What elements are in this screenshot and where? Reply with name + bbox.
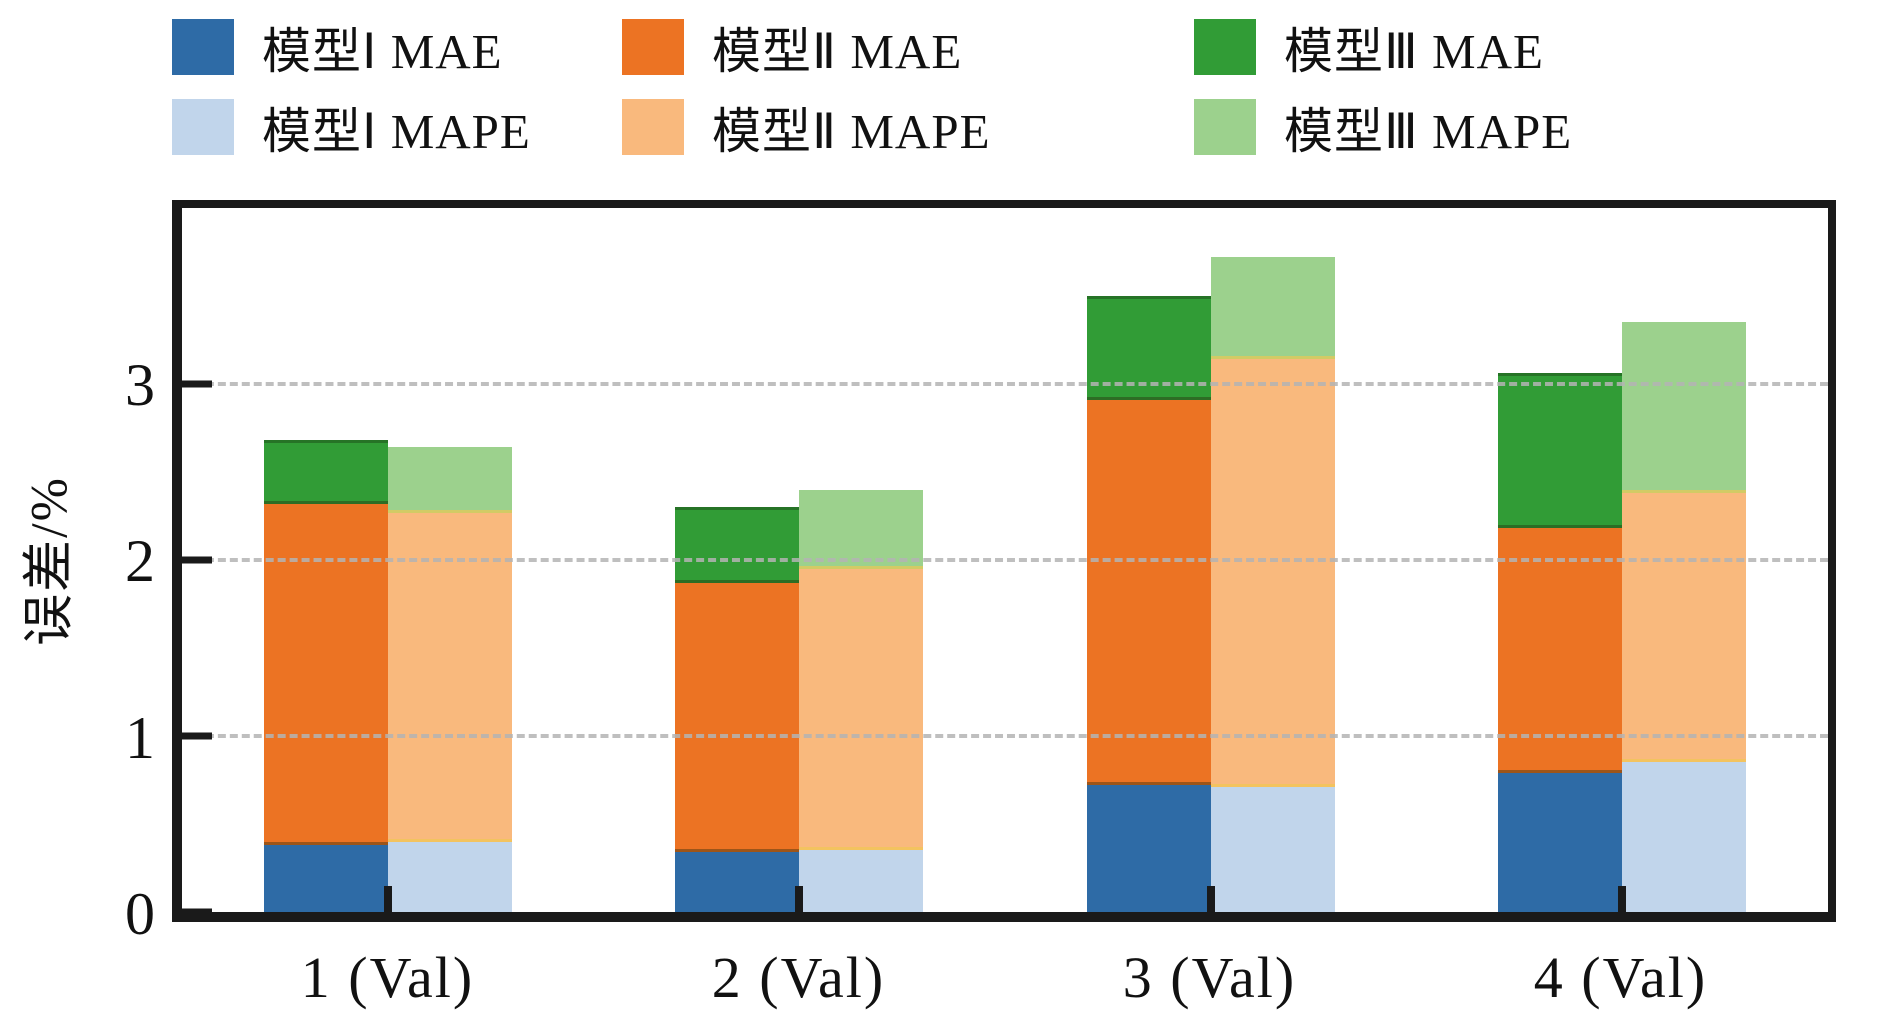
legend-label: 模型Ⅲ MAE: [1284, 23, 1544, 79]
legend-swatch-model2-mape-icon: [622, 99, 684, 155]
bar-mae-2: [675, 208, 800, 912]
x-tick-label-3: 3 (Val): [1122, 945, 1297, 1010]
bar-mape-3: [1210, 208, 1335, 912]
bar-segment: [1622, 322, 1747, 494]
legend-swatch-model3-mae-icon: [1194, 19, 1256, 75]
legend-label: 模型Ⅰ MAE: [262, 23, 503, 79]
bar-segment: [1210, 787, 1335, 912]
bar-group-4: [1417, 208, 1829, 912]
legend-item-model1-mae: 模型Ⅰ MAE: [172, 14, 622, 80]
x-tick-label-4: 4 (Val): [1533, 945, 1708, 1010]
legend-swatch-model1-mape-icon: [172, 99, 234, 155]
legend-label: 模型Ⅲ MAPE: [1284, 103, 1573, 159]
bar-segment: [1210, 359, 1335, 788]
legend-swatch-model2-mae-icon: [622, 19, 684, 75]
bar-group-2: [594, 208, 1006, 912]
bar-segment: [1086, 785, 1211, 912]
bar-group-3: [1005, 208, 1417, 912]
y-tick-0: [182, 908, 212, 916]
legend-swatch-model1-mae-icon: [172, 19, 234, 75]
legend-item-model1-mape: 模型Ⅰ MAPE: [172, 94, 622, 160]
x-tick-labels: 1 (Val) 2 (Val) 3 (Val) 4 (Val): [182, 944, 1826, 1020]
legend: 模型Ⅰ MAE 模型Ⅱ MAE 模型Ⅲ MAE 模型Ⅰ MAPE 模型Ⅱ MAP…: [172, 14, 1572, 160]
grid-line-y2: [182, 558, 1828, 562]
bar-segment: [799, 489, 924, 569]
legend-label: 模型Ⅰ MAPE: [262, 103, 531, 159]
bar-segment: [1622, 493, 1747, 763]
bar-segment: [1498, 772, 1623, 912]
bar-mape-1: [387, 208, 512, 912]
y-tick-2: [182, 556, 212, 564]
bar-segment: [799, 850, 924, 912]
x-tick-2: [795, 886, 804, 912]
x-tick-label-2: 2 (Val): [711, 945, 886, 1010]
legend-label: 模型Ⅱ MAPE: [712, 103, 991, 159]
bar-group-1: [182, 208, 594, 912]
bar-segment: [1210, 257, 1335, 360]
bar-segment: [675, 507, 800, 583]
x-tick-label-1: 1 (Val): [300, 945, 475, 1010]
bar-segment: [1498, 373, 1623, 529]
bar-segment: [675, 582, 800, 853]
bar-segment: [1086, 399, 1211, 786]
bar-segment: [387, 841, 512, 912]
x-tick-3: [1206, 886, 1215, 912]
bar-segment: [263, 845, 388, 912]
bar-mape-2: [799, 208, 924, 912]
bar-segment: [263, 503, 388, 846]
grid-line-y3: [182, 382, 1828, 386]
legend-label: 模型Ⅱ MAE: [712, 23, 963, 79]
legend-item-model3-mape: 模型Ⅲ MAPE: [1194, 94, 1572, 160]
legend-item-model2-mae: 模型Ⅱ MAE: [622, 14, 1194, 80]
y-tick-1: [182, 732, 212, 740]
legend-item-model2-mape: 模型Ⅱ MAPE: [622, 94, 1194, 160]
grid-line-y1: [182, 734, 1828, 738]
y-tick-3: [182, 380, 212, 388]
bar-segment: [1498, 528, 1623, 773]
x-tick-4: [1618, 886, 1627, 912]
bar-mape-4: [1622, 208, 1747, 912]
bar-mae-4: [1498, 208, 1623, 912]
legend-item-model3-mae: 模型Ⅲ MAE: [1194, 14, 1572, 80]
bar-segment: [263, 440, 388, 504]
plot-area: [172, 200, 1836, 922]
bar-segment: [675, 852, 800, 912]
bar-segment: [799, 568, 924, 851]
bar-segment: [1622, 762, 1747, 912]
x-tick-1: [383, 886, 392, 912]
bar-segment: [387, 447, 512, 513]
bar-segment: [387, 512, 512, 842]
legend-swatch-model3-mape-icon: [1194, 99, 1256, 155]
